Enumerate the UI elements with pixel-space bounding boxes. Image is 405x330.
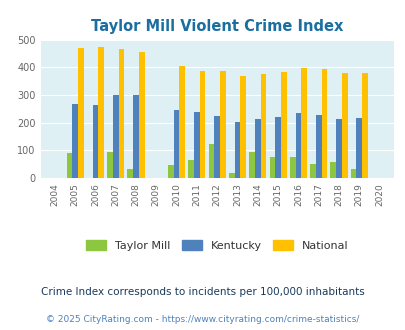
Bar	[98, 47, 104, 178]
Bar	[301, 68, 306, 178]
Bar	[133, 95, 139, 178]
Bar	[275, 117, 280, 178]
Bar	[228, 173, 234, 178]
Bar	[173, 110, 179, 178]
Text: © 2025 CityRating.com - https://www.cityrating.com/crime-statistics/: © 2025 CityRating.com - https://www.city…	[46, 315, 359, 324]
Bar	[315, 115, 321, 178]
Bar	[92, 105, 98, 178]
Bar	[127, 169, 133, 178]
Text: Crime Index corresponds to incidents per 100,000 inhabitants: Crime Index corresponds to incidents per…	[41, 287, 364, 297]
Bar	[214, 116, 220, 178]
Bar	[240, 76, 245, 178]
Bar	[254, 118, 260, 178]
Bar	[289, 157, 295, 178]
Bar	[220, 71, 225, 178]
Bar	[234, 122, 240, 178]
Bar	[66, 153, 72, 178]
Title: Taylor Mill Violent Crime Index: Taylor Mill Violent Crime Index	[91, 19, 343, 34]
Bar	[330, 162, 335, 178]
Bar	[295, 113, 301, 178]
Bar	[356, 118, 361, 178]
Bar	[113, 95, 118, 178]
Legend: Taylor Mill, Kentucky, National: Taylor Mill, Kentucky, National	[83, 236, 351, 254]
Bar	[335, 118, 341, 178]
Bar	[361, 73, 367, 178]
Bar	[199, 71, 205, 178]
Bar	[280, 72, 286, 178]
Bar	[139, 52, 144, 178]
Bar	[309, 164, 315, 178]
Bar	[194, 112, 199, 178]
Bar	[107, 152, 113, 178]
Bar	[249, 152, 254, 178]
Bar	[78, 48, 83, 178]
Bar	[188, 160, 194, 178]
Bar	[208, 144, 214, 178]
Bar	[341, 73, 347, 178]
Bar	[179, 66, 185, 178]
Bar	[350, 169, 356, 178]
Bar	[269, 157, 275, 178]
Bar	[168, 165, 173, 178]
Bar	[260, 74, 266, 178]
Bar	[118, 49, 124, 178]
Bar	[72, 104, 78, 178]
Bar	[321, 69, 326, 178]
